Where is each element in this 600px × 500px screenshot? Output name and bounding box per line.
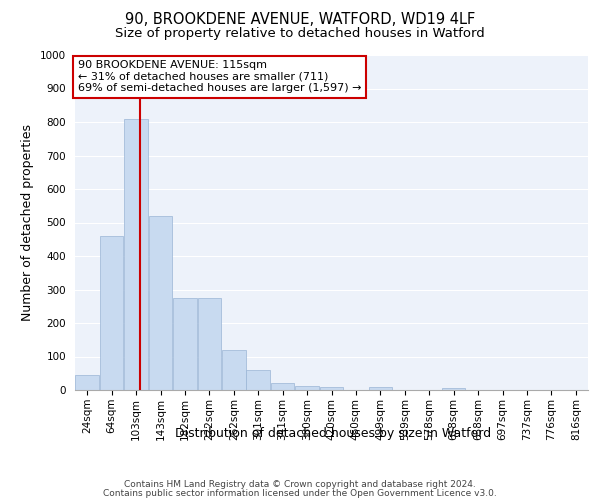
Bar xyxy=(76,375,99,390)
Text: 90, BROOKDENE AVENUE, WATFORD, WD19 4LF: 90, BROOKDENE AVENUE, WATFORD, WD19 4LF xyxy=(125,12,475,28)
Bar xyxy=(100,236,124,390)
Y-axis label: Number of detached properties: Number of detached properties xyxy=(21,124,34,321)
Bar xyxy=(247,370,270,390)
Text: Distribution of detached houses by size in Watford: Distribution of detached houses by size … xyxy=(175,428,491,440)
Bar xyxy=(197,298,221,390)
Bar xyxy=(442,388,466,390)
Bar xyxy=(124,118,148,390)
Bar xyxy=(320,386,343,390)
Text: Size of property relative to detached houses in Watford: Size of property relative to detached ho… xyxy=(115,28,485,40)
Bar xyxy=(173,298,197,390)
Bar xyxy=(222,350,245,390)
Bar xyxy=(295,386,319,390)
Text: Contains HM Land Registry data © Crown copyright and database right 2024.: Contains HM Land Registry data © Crown c… xyxy=(124,480,476,489)
Text: 90 BROOKDENE AVENUE: 115sqm
← 31% of detached houses are smaller (711)
69% of se: 90 BROOKDENE AVENUE: 115sqm ← 31% of det… xyxy=(77,60,361,93)
Text: Contains public sector information licensed under the Open Government Licence v3: Contains public sector information licen… xyxy=(103,488,497,498)
Bar xyxy=(368,388,392,390)
Bar xyxy=(149,216,172,390)
Bar xyxy=(271,382,295,390)
